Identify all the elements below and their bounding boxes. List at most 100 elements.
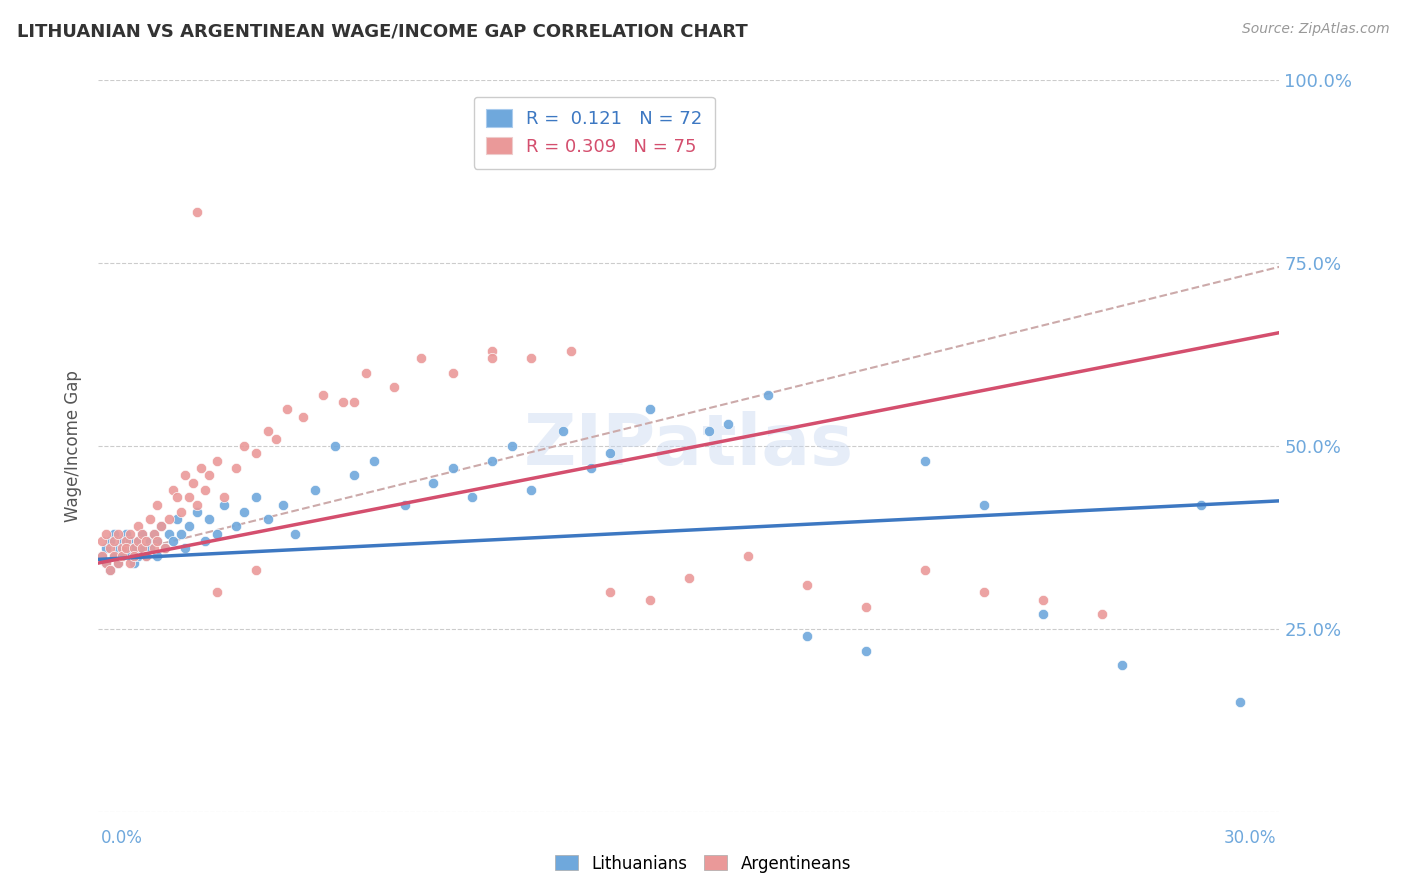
Point xyxy=(98,563,121,577)
Point xyxy=(115,541,138,556)
Point xyxy=(501,439,523,453)
Point xyxy=(363,453,385,467)
Point xyxy=(312,388,335,402)
Point xyxy=(111,541,134,556)
Point xyxy=(638,402,661,417)
Point xyxy=(186,505,208,519)
Point xyxy=(96,556,118,570)
Point xyxy=(98,563,121,577)
Point xyxy=(638,592,661,607)
Point xyxy=(1032,592,1054,607)
Point xyxy=(214,490,236,504)
Y-axis label: Wage/Income Gap: Wage/Income Gap xyxy=(65,370,83,522)
Point xyxy=(98,541,121,556)
Point xyxy=(323,439,346,453)
Point xyxy=(122,541,145,556)
Point xyxy=(115,541,138,556)
Point xyxy=(332,395,354,409)
Point xyxy=(354,366,377,380)
Point xyxy=(914,453,936,467)
Point xyxy=(150,519,173,533)
Point xyxy=(205,526,228,541)
Point xyxy=(186,498,208,512)
Point xyxy=(190,461,212,475)
Point xyxy=(127,549,149,563)
Point xyxy=(127,534,149,549)
Point xyxy=(1229,695,1251,709)
Point xyxy=(273,498,295,512)
Point xyxy=(170,526,193,541)
Point xyxy=(150,519,173,533)
Point xyxy=(1111,658,1133,673)
Point xyxy=(122,541,145,556)
Point xyxy=(304,483,326,497)
Text: Source: ZipAtlas.com: Source: ZipAtlas.com xyxy=(1241,22,1389,37)
Point xyxy=(138,534,160,549)
Point xyxy=(245,490,267,504)
Point xyxy=(194,534,217,549)
Legend: R =  0.121   N = 72, R = 0.309   N = 75: R = 0.121 N = 72, R = 0.309 N = 75 xyxy=(474,96,716,169)
Point xyxy=(118,526,141,541)
Point xyxy=(441,366,464,380)
Point xyxy=(107,556,129,570)
Point xyxy=(162,483,184,497)
Point xyxy=(166,512,188,526)
Point xyxy=(256,425,278,439)
Point xyxy=(264,432,287,446)
Point xyxy=(157,526,180,541)
Point xyxy=(422,475,444,490)
Point xyxy=(1189,498,1212,512)
Point xyxy=(107,556,129,570)
Point xyxy=(233,439,256,453)
Point xyxy=(146,549,169,563)
Point xyxy=(122,549,145,563)
Point xyxy=(131,526,153,541)
Point xyxy=(118,549,141,563)
Point xyxy=(481,343,503,358)
Point xyxy=(245,563,267,577)
Point xyxy=(103,526,125,541)
Text: 0.0%: 0.0% xyxy=(101,829,143,847)
Point xyxy=(551,425,574,439)
Point xyxy=(292,409,315,424)
Text: ZIPatlas: ZIPatlas xyxy=(524,411,853,481)
Point xyxy=(138,541,160,556)
Point xyxy=(411,351,433,366)
Point xyxy=(131,526,153,541)
Point xyxy=(560,343,582,358)
Point xyxy=(599,585,621,599)
Point xyxy=(276,402,298,417)
Point xyxy=(111,534,134,549)
Point xyxy=(256,512,278,526)
Point xyxy=(107,526,129,541)
Point xyxy=(91,534,114,549)
Point xyxy=(245,446,267,460)
Point xyxy=(225,519,247,533)
Point xyxy=(973,498,995,512)
Point xyxy=(177,490,200,504)
Point xyxy=(174,541,197,556)
Point xyxy=(461,490,484,504)
Point xyxy=(1032,607,1054,622)
Point xyxy=(520,351,543,366)
Point xyxy=(737,549,759,563)
Point xyxy=(127,519,149,533)
Point xyxy=(973,585,995,599)
Point xyxy=(441,461,464,475)
Point xyxy=(91,549,114,563)
Point xyxy=(166,490,188,504)
Point xyxy=(96,526,118,541)
Point xyxy=(103,549,125,563)
Point xyxy=(697,425,720,439)
Point xyxy=(103,534,125,549)
Point xyxy=(1091,607,1114,622)
Point xyxy=(717,417,740,431)
Point xyxy=(343,395,366,409)
Point xyxy=(103,549,125,563)
Point xyxy=(197,512,219,526)
Point xyxy=(914,563,936,577)
Point xyxy=(135,549,157,563)
Point xyxy=(194,483,217,497)
Point xyxy=(796,578,818,592)
Point xyxy=(855,644,877,658)
